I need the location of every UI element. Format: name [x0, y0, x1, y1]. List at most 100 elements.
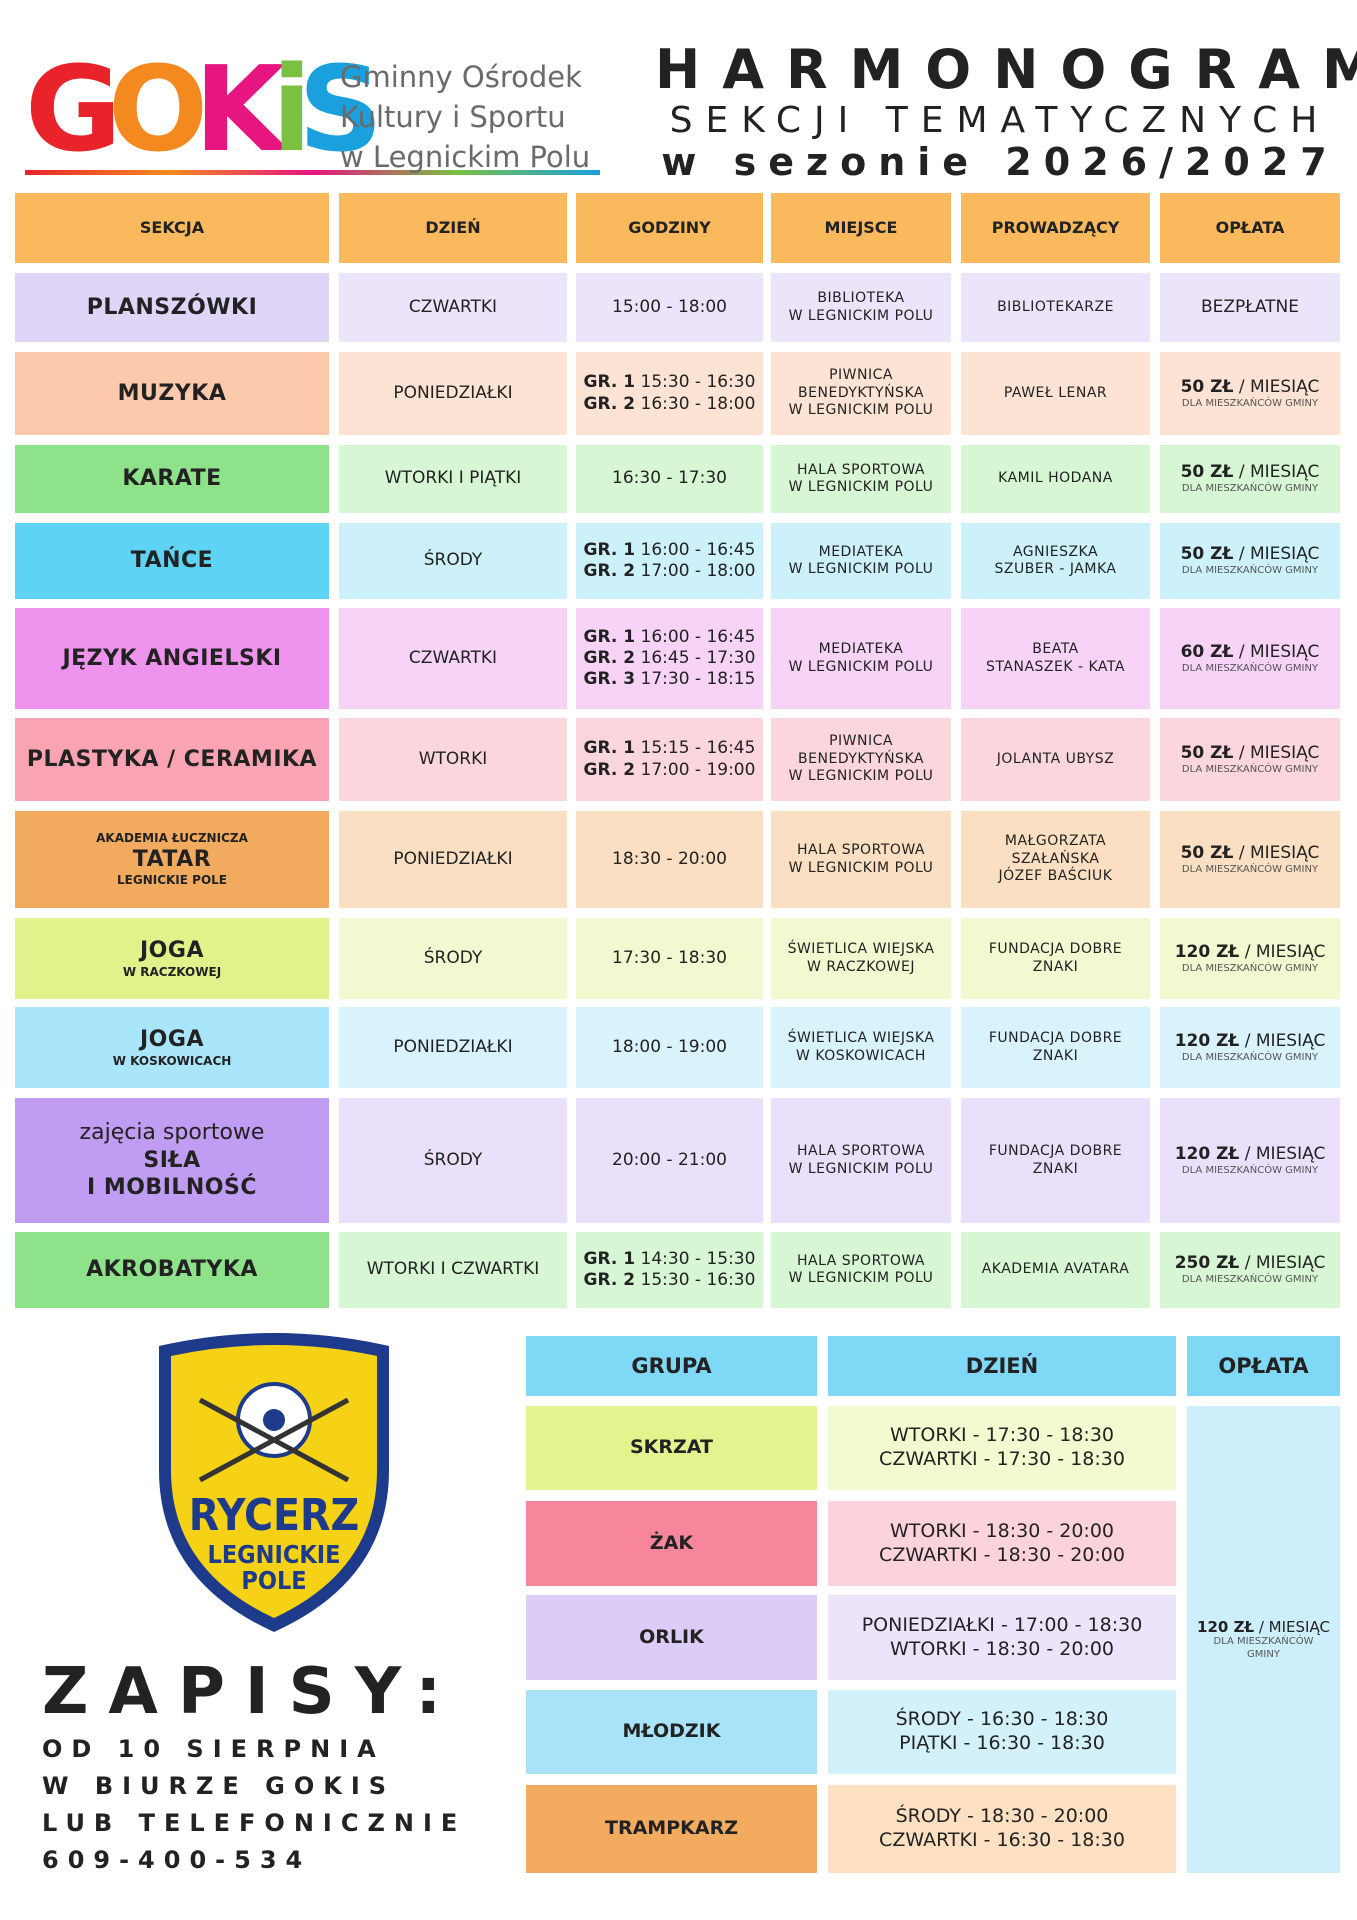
- fee-amount: 120 ZŁ: [1174, 1030, 1240, 1051]
- place: BIBLIOTEKA: [817, 290, 905, 306]
- fee-unit: / MIESIĄC: [1244, 1253, 1326, 1274]
- time: 15:30 - 16:30: [640, 372, 756, 393]
- hours: 15:00 - 18:00: [612, 296, 727, 317]
- fee-unit: / MIESIĄC: [1238, 641, 1320, 662]
- group: GR. 1: [583, 1248, 636, 1269]
- days: WTORKI - 18:30 - 20:00: [890, 1637, 1114, 1660]
- time: 16:45 - 17:30: [640, 647, 756, 668]
- section-cell: AKROBATYKA: [15, 1232, 329, 1308]
- instructor: KAMIL HODANA: [998, 470, 1113, 487]
- fee-amount: 120 ZŁ: [1174, 941, 1240, 962]
- section-name: SIŁA: [143, 1147, 201, 1173]
- day-cell: ŚRODY: [339, 1098, 567, 1223]
- fee-cell: 50 ZŁ / MIESIĄC DLA MIESZKAŃCÓW GMINY: [1160, 445, 1340, 513]
- hours: 18:30 - 20:00: [612, 848, 727, 869]
- header-text: DZIEŃ: [965, 1353, 1039, 1378]
- day-cell: WTORKI I PIĄTKI: [339, 445, 567, 513]
- group-cell: SKRZAT: [526, 1406, 817, 1490]
- place-cell: MEDIATEKA W LEGNICKIM POLU: [771, 523, 951, 599]
- instructor: FUNDACJA DOBRE: [988, 1030, 1123, 1046]
- instructor: JOLANTA UBYSZ: [996, 750, 1115, 767]
- hours: GR. 3 17:30 - 18:15: [584, 669, 756, 690]
- hours: GR. 1 15:30 - 16:30: [584, 372, 756, 393]
- group: GR. 1: [583, 372, 636, 393]
- instructor: ZNAKI: [1032, 1047, 1079, 1064]
- section-name: JOGA: [140, 1027, 204, 1053]
- fee-note: DLA MIESZKAŃCÓW GMINY: [1181, 962, 1319, 974]
- day-cell: PONIEDZIAŁKI: [339, 352, 567, 435]
- day: WTORKI I CZWARTKI: [366, 1259, 540, 1280]
- day-cell: ŚRODY: [339, 918, 567, 999]
- group: SKRZAT: [629, 1436, 713, 1459]
- hours: GR. 1 16:00 - 16:45: [584, 627, 756, 648]
- header-text: OPŁATA: [1215, 218, 1285, 237]
- place-cell: PIWNICA BENEDYKTYŃSKA W LEGNICKIM POLU: [771, 718, 951, 801]
- instructor-cell: KAMIL HODANA: [961, 445, 1150, 513]
- day: CZWARTKI: [408, 296, 498, 317]
- place-cell: BIBLIOTEKA W LEGNICKIM POLU: [771, 273, 951, 342]
- section-cell: PLANSZÓWKI: [15, 273, 329, 342]
- place-cell: ŚWIETLICA WIEJSKA W KOSKOWICACH: [771, 1007, 951, 1088]
- days: CZWARTKI - 16:30 - 18:30: [879, 1829, 1125, 1851]
- days-cell: ŚRODY - 18:30 - 20:00 CZWARTKI - 16:30 - …: [828, 1785, 1176, 1873]
- days-cell: PONIEDZIAŁKI - 17:00 - 18:30 WTORKI - 18:…: [828, 1595, 1176, 1680]
- signup-line: OD 10 SIERPNIA: [42, 1735, 385, 1763]
- group: TRAMPKARZ: [605, 1817, 738, 1840]
- fee-amount: 250 ZŁ: [1174, 1253, 1240, 1274]
- place: BENEDYKTYŃSKA: [798, 750, 924, 767]
- section-sub: LEGNICKIE POLE: [117, 873, 227, 888]
- hours: 18:00 - 19:00: [612, 1036, 727, 1057]
- group: GR. 1: [583, 626, 636, 647]
- day: ŚRODY: [423, 1149, 483, 1170]
- group-cell: TRAMPKARZ: [526, 1785, 817, 1873]
- days: PONIEDZIAŁKI - 17:00 - 18:30: [861, 1613, 1143, 1636]
- day-cell: CZWARTKI: [339, 608, 567, 709]
- title: w sezonie 2026/2027: [661, 140, 1339, 184]
- group: GR. 1: [583, 539, 636, 560]
- time: 14:30 - 15:30: [640, 1248, 756, 1269]
- instructor-cell: FUNDACJA DOBRE ZNAKI: [961, 1007, 1150, 1088]
- fee: 50 ZŁ / MIESIĄC: [1181, 743, 1320, 764]
- instructor: ZNAKI: [1032, 1160, 1079, 1177]
- day-cell: PONIEDZIAŁKI: [339, 811, 567, 908]
- hours: GR. 2 17:00 - 19:00: [584, 760, 756, 781]
- fee: 50 ZŁ / MIESIĄC: [1181, 544, 1320, 565]
- day-cell: PONIEDZIAŁKI: [339, 1007, 567, 1088]
- place: W LEGNICKIM POLU: [788, 402, 934, 419]
- place: MEDIATEKA: [818, 641, 904, 657]
- group: GR. 1: [583, 738, 636, 759]
- fee-note: DLA MIESZKAŃCÓW GMINY: [1181, 1274, 1319, 1286]
- place-cell: HALA SPORTOWA W LEGNICKIM POLU: [771, 445, 951, 513]
- place: W LEGNICKIM POLU: [788, 859, 934, 876]
- days: WTORKI - 17:30 - 18:30: [890, 1424, 1114, 1447]
- fee: 50 ZŁ / MIESIĄC: [1181, 377, 1320, 398]
- club-fee-cell: 120 ZŁ / MIESIĄC DLA MIESZKAŃCÓW GMINY: [1187, 1406, 1340, 1873]
- instructor: SZUBER - JAMKA: [994, 561, 1117, 577]
- ball-patch: [263, 1409, 285, 1431]
- place-cell: HALA SPORTOWA W LEGNICKIM POLU: [771, 1098, 951, 1223]
- place: W LEGNICKIM POLU: [788, 658, 934, 675]
- place-cell: HALA SPORTOWA W LEGNICKIM POLU: [771, 1232, 951, 1308]
- fee-amount: 50 ZŁ: [1180, 376, 1234, 397]
- time: 17:00 - 19:00: [640, 759, 756, 780]
- time: 16:00 - 16:45: [640, 626, 756, 647]
- header-text: GODZINY: [628, 218, 711, 237]
- logo-letter: O: [107, 40, 208, 178]
- fee: 60 ZŁ / MIESIĄC: [1181, 642, 1320, 663]
- instructor: BIBLIOTEKARZE: [997, 298, 1114, 315]
- header-text: SEKCJA: [139, 218, 205, 237]
- instructor: AKADEMIA AVATARA: [981, 1261, 1130, 1278]
- fee-cell: 50 ZŁ / MIESIĄC DLA MIESZKAŃCÓW GMINY: [1160, 811, 1340, 908]
- section-cell: KARATE: [15, 445, 329, 513]
- signup-title: ZAPISY:: [42, 1655, 462, 1729]
- fee: BEZPŁATNE: [1200, 296, 1299, 317]
- instructor-cell: FUNDACJA DOBRE ZNAKI: [961, 918, 1150, 999]
- fee-note: DLA MIESZKAŃCÓW GMINY: [1181, 863, 1319, 875]
- fee: 120 ZŁ / MIESIĄC: [1175, 1144, 1326, 1165]
- days: WTORKI - 18:30 - 20:00: [890, 1519, 1114, 1542]
- group: GR. 3: [583, 669, 636, 690]
- hours: GR. 1 16:00 - 16:45: [584, 540, 756, 561]
- fee-unit: / MIESIĄC: [1244, 1030, 1326, 1051]
